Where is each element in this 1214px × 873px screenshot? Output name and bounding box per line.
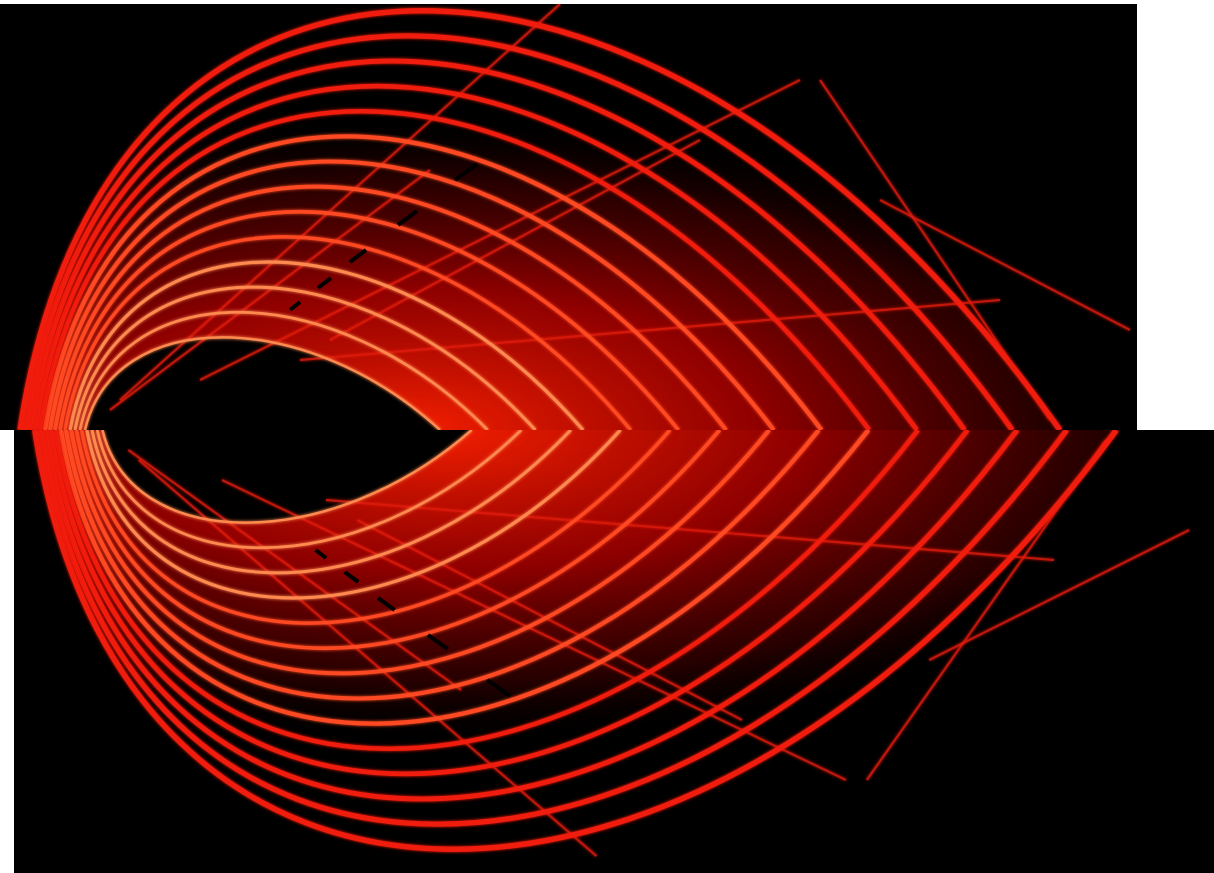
arc	[17, 8, 1063, 430]
dash	[348, 248, 368, 264]
arc	[53, 184, 728, 430]
arc	[42, 134, 824, 430]
arc	[47, 159, 776, 430]
spoke	[127, 449, 462, 691]
arc	[85, 430, 622, 600]
eye-hole	[102, 430, 472, 523]
arc	[42, 430, 1020, 802]
arc	[83, 336, 441, 430]
top-half	[0, 4, 1137, 430]
arc	[73, 285, 537, 430]
dash	[426, 633, 449, 651]
arc	[74, 430, 722, 651]
arc	[78, 311, 489, 430]
dash	[343, 570, 360, 584]
arc	[63, 235, 633, 430]
motif	[17, 4, 1131, 430]
arc	[37, 430, 1070, 827]
arc	[79, 430, 672, 625]
dash	[288, 300, 302, 312]
spoke	[299, 298, 1001, 362]
arc	[95, 430, 523, 549]
arc	[53, 430, 920, 752]
arc	[32, 83, 919, 430]
bottom-half	[14, 430, 1214, 873]
motif	[31, 430, 1190, 857]
arc	[101, 430, 473, 524]
arc	[27, 58, 967, 430]
arc	[47, 430, 970, 777]
spoke	[928, 529, 1190, 661]
arc	[22, 33, 1015, 430]
dash	[314, 548, 328, 560]
arc	[58, 430, 871, 726]
arc	[69, 430, 771, 676]
dash	[453, 162, 479, 182]
arc	[90, 430, 572, 575]
dash	[485, 678, 512, 698]
dash	[376, 596, 396, 612]
dash	[396, 209, 419, 227]
arc	[68, 260, 585, 430]
spoke	[329, 139, 701, 341]
spoke	[356, 519, 743, 721]
arc	[37, 108, 872, 430]
spoke	[109, 169, 431, 411]
dash	[316, 276, 333, 290]
arc	[31, 430, 1119, 852]
arc	[58, 209, 680, 430]
arc	[63, 430, 821, 701]
spoke	[325, 498, 1055, 562]
eye-hole	[85, 337, 440, 430]
spoke	[879, 199, 1131, 331]
